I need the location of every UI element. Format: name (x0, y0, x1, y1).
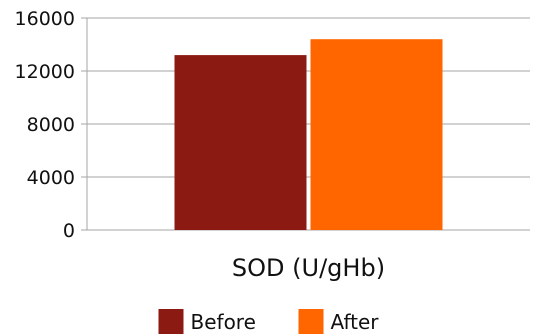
axes (81, 17, 530, 231)
y-tick-label: 8000 (27, 114, 75, 136)
legend-swatch-after (298, 309, 324, 334)
bar-before (174, 55, 307, 230)
y-tick-label: 12000 (15, 61, 75, 83)
bars (174, 39, 443, 231)
category-labels: SOD (U/gHb) (232, 254, 385, 282)
bar-after (310, 39, 443, 231)
gridlines (87, 17, 530, 178)
y-tick-label: 16000 (15, 8, 75, 30)
legend-label-before: Before (191, 310, 256, 334)
y-tick-label: 0 (63, 220, 75, 242)
y-tick-label: 4000 (27, 167, 75, 189)
legend-swatch-before (158, 309, 184, 334)
category-label: SOD (U/gHb) (232, 254, 385, 282)
y-tick-labels: 0 4000 8000 12000 16000 (15, 8, 75, 242)
legend-label-after: After (331, 310, 380, 334)
legend: Before After (158, 309, 380, 334)
